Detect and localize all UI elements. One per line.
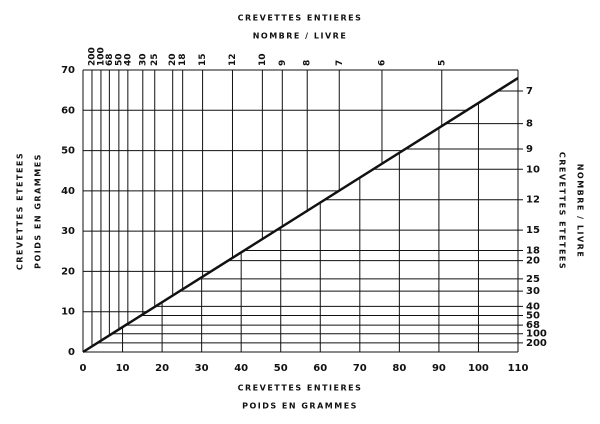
- x-tick-label: 40: [234, 363, 248, 374]
- x2-tick-label: 20: [168, 53, 178, 66]
- y-tick-label: 10: [61, 307, 75, 318]
- y2-tick-label: 18: [526, 245, 540, 256]
- y2-tick-label: 40: [526, 301, 540, 312]
- y-axis-label: POIDS EN GRAMMES: [34, 153, 43, 269]
- x2-tick-label: 200: [87, 47, 97, 66]
- x2-tick-label: 10: [258, 53, 268, 66]
- y-tick-label: 40: [61, 186, 75, 197]
- x-tick-label: 0: [80, 363, 87, 374]
- y2-axis-label: CREVETTES ETETEES: [558, 152, 567, 270]
- chart-subtitle: NOMBRE / LIVRE: [253, 32, 348, 41]
- y2-tick-label: 10: [526, 164, 540, 175]
- x2-tick-label: 7: [335, 60, 345, 66]
- line: [82, 76, 519, 354]
- y2-tick-label: 7: [526, 86, 533, 97]
- x-tick-label: 50: [274, 363, 288, 374]
- y2-tick-label: 9: [526, 144, 533, 155]
- y-tick-label: 30: [61, 226, 75, 237]
- x2-tick-label: 30: [138, 53, 148, 66]
- y-tick-label: 70: [61, 65, 75, 76]
- x2-tick-label: 15: [198, 53, 208, 66]
- y2-tick-label: 8: [526, 119, 533, 130]
- x2-tick-label: 25: [150, 53, 160, 66]
- x-tick-label: 80: [392, 363, 406, 374]
- x2-tick-label: 50: [114, 53, 124, 66]
- x2-tick-label: 9: [278, 60, 288, 66]
- y2-tick-label: 30: [526, 286, 540, 297]
- y2-axis-label: NOMBRE / LIVRE: [576, 164, 585, 259]
- x2-tick-label: 5: [437, 60, 447, 66]
- y2-tick-label: 100: [526, 329, 547, 340]
- x-tick-label: 100: [468, 363, 489, 374]
- y-tick-label: 60: [61, 105, 75, 116]
- y2-tick-label: 200: [526, 338, 547, 349]
- y-axis-label: CREVETTES ETETEES: [16, 152, 25, 270]
- y2-tick-label: 25: [526, 274, 540, 285]
- x2-tick-label: 6: [377, 60, 387, 66]
- y2-tick-label: 68: [526, 320, 540, 331]
- x-tick-label: 110: [508, 363, 529, 374]
- x2-tick-label: 8: [303, 60, 313, 66]
- x-tick-label: 20: [155, 363, 169, 374]
- chart-title: CREVETTES ENTIERES: [238, 14, 363, 23]
- x-tick-label: 90: [432, 363, 446, 374]
- x-tick-label: 10: [116, 363, 130, 374]
- y2-tick-label: 20: [526, 256, 540, 267]
- y-tick-label: 0: [68, 347, 75, 358]
- y2-tick-label: 12: [526, 195, 540, 206]
- x-tick-label: 60: [313, 363, 327, 374]
- x-tick-label: 30: [195, 363, 209, 374]
- x2-tick-label: 68: [105, 53, 115, 66]
- x-axis-label: CREVETTES ENTIERES: [238, 384, 363, 393]
- x2-tick-label: 40: [123, 53, 133, 66]
- x-tick-label: 70: [353, 363, 367, 374]
- x2-tick-label: 12: [228, 53, 238, 66]
- x2-tick-label: 18: [178, 53, 188, 66]
- x2-tick-label: 100: [96, 47, 106, 66]
- y-tick-label: 50: [61, 146, 75, 157]
- y-tick-label: 20: [61, 266, 75, 277]
- y2-tick-label: 50: [526, 310, 540, 321]
- y2-tick-label: 15: [526, 225, 540, 236]
- x-axis-label: POIDS EN GRAMMES: [242, 402, 358, 411]
